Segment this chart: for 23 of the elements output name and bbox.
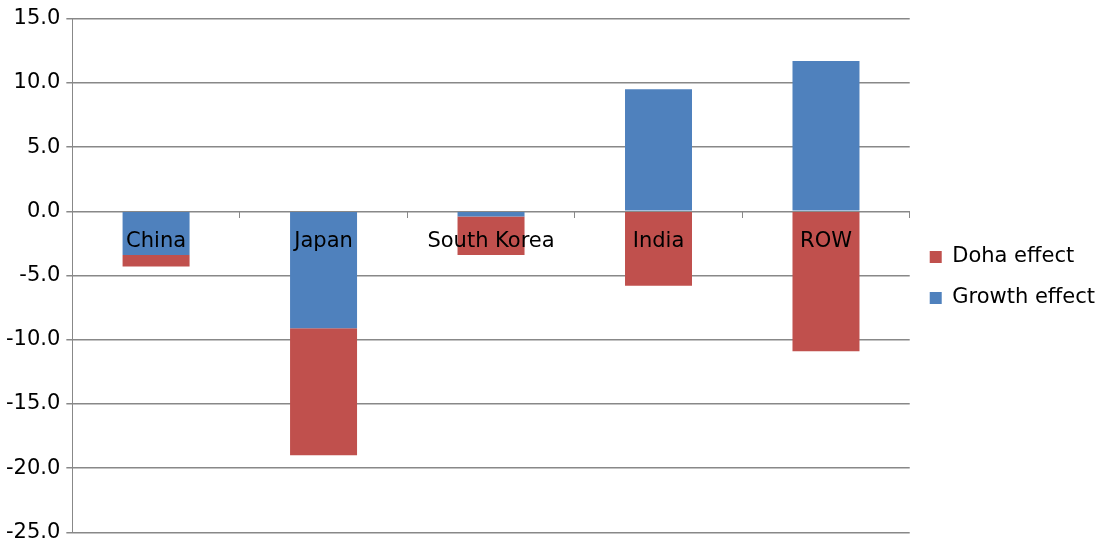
legend-label: Growth effect [952, 284, 1096, 309]
bar [792, 60, 860, 211]
legend-label: Doha effect [952, 243, 1075, 268]
y-tick-label: -25.0 [5, 518, 61, 543]
y-tick-label: 0.0 [26, 197, 61, 222]
x-tick-label: India [632, 228, 685, 253]
y-tick-label: -15.0 [5, 390, 61, 415]
y-tick-label: 15.0 [13, 5, 61, 30]
y-tick-label: -20.0 [5, 454, 61, 479]
bar [457, 212, 525, 217]
y-tick-label: -10.0 [5, 326, 61, 351]
x-tick-label: ROW [800, 228, 853, 253]
x-tick-label: Japan [292, 228, 353, 253]
y-tick-label: -5.0 [19, 261, 61, 286]
bar [290, 328, 358, 456]
x-tick-label: China [126, 228, 187, 253]
bar [625, 212, 692, 286]
bar [122, 254, 190, 267]
y-tick-label: 10.0 [13, 69, 61, 94]
bar [792, 212, 860, 352]
bar [290, 212, 358, 329]
y-tick-label: 5.0 [26, 133, 61, 158]
bar [625, 89, 692, 211]
